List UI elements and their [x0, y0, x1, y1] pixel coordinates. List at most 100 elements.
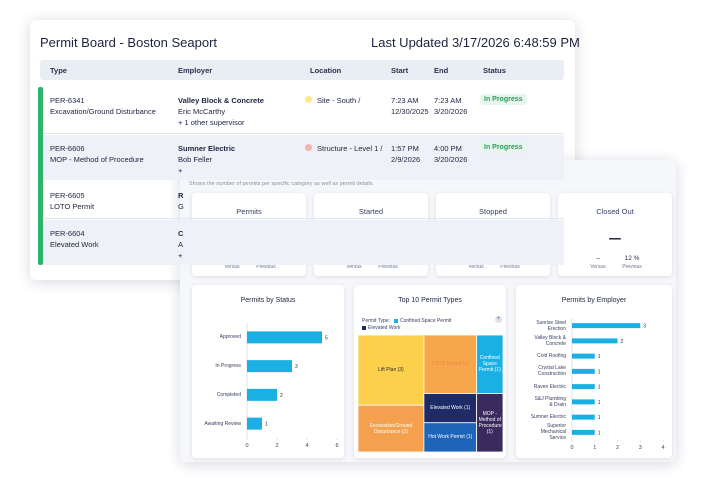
chart-title: Permits by Employer: [561, 297, 627, 304]
kpi-previous-label: Previous: [256, 264, 276, 270]
column-header: Employer: [178, 66, 213, 75]
start-date: 12/30/2025: [391, 107, 429, 116]
board-title: Permit Board - Boston Seaport: [40, 35, 218, 50]
tile-label: Confined Space Permit (1): [478, 355, 501, 374]
bar: [572, 414, 595, 420]
employer: Sumner Electric: [178, 144, 236, 153]
chart-title: Permits by Status: [240, 297, 296, 304]
value-label: 1: [598, 369, 601, 375]
tile-label: Hot Work Permit (1): [428, 434, 473, 441]
bar: [247, 360, 292, 373]
end-time: 7:23 AM: [434, 96, 462, 105]
kpi-change-label: Versus: [590, 264, 606, 270]
y-tick-label: Sunrise Steel Erection: [536, 319, 566, 332]
legend-swatch: [394, 319, 398, 323]
type: Elevated Work: [50, 240, 99, 249]
type: Excavation/Ground Disturbance: [50, 107, 156, 116]
employer: R: [178, 191, 184, 200]
column-header: Status: [483, 66, 506, 75]
tile-label: Lift Plan (3): [378, 367, 404, 374]
x-tick-label: 1: [593, 445, 596, 451]
column-header: End: [434, 66, 449, 75]
legend-entry[interactable]: Elevated Work: [368, 325, 401, 331]
kpi-change-label: Versus: [224, 264, 240, 270]
kpi-label: Started: [358, 207, 384, 216]
treemap-tile: [357, 334, 425, 406]
treemap-tile: [423, 422, 478, 453]
kpi-previous-label: Previous: [378, 264, 398, 270]
y-tick-label: Awaiting Review: [204, 420, 241, 427]
row-background: [43, 220, 564, 265]
bar: [572, 368, 595, 374]
extra: +: [178, 251, 183, 260]
type: LOTO Permit: [50, 202, 95, 211]
employer: Valley Block & Concrete: [178, 96, 264, 105]
legend-title: Permit Type:: [362, 318, 390, 324]
start-time: 7:23 AM: [391, 96, 419, 105]
value-label: 1: [598, 415, 601, 421]
value-label: 3: [295, 364, 298, 370]
kpi-change-label: Versus: [346, 264, 362, 270]
chart-card: Top 10 Permit Types Permit Type: Confined …: [354, 285, 506, 458]
value-label: 5: [325, 335, 328, 341]
value-label: 1: [598, 354, 601, 360]
bar-chart: 0 2 4 6 5 3 2 1: [245, 323, 339, 449]
x-tick-label: 4: [661, 445, 664, 451]
kpi-previous: 12 %: [624, 255, 640, 262]
status-chip[interactable]: In Progress: [480, 142, 527, 153]
location: Structure - Level 1 /: [317, 144, 383, 153]
kpi-label: Permits: [236, 207, 262, 216]
y-tick-label: Crystal Lake Construction: [537, 365, 566, 378]
kpi-label: Stopped: [479, 207, 507, 216]
kpi-change: –: [596, 255, 600, 262]
bar: [247, 417, 262, 430]
y-tick-label: S&J Plumbing & Drain: [534, 395, 566, 408]
kpi-change-label: Versus: [468, 264, 484, 270]
column-header: Location: [310, 66, 342, 75]
x-tick-label: 6: [335, 443, 338, 449]
legend-entry[interactable]: Confined Space Permit: [400, 318, 452, 324]
bar: [572, 323, 641, 329]
tile-label: Excavation/Ground Disturbance (2): [369, 422, 413, 435]
extra: + 1 other supervisor: [178, 118, 245, 127]
value-label: 3: [643, 324, 646, 330]
bar-chart: 0 1 2 3 4 3 2 1 1 1 1 1 1: [570, 318, 665, 451]
permits-panel: Permits Shows the number of permits per s…: [180, 160, 676, 462]
chart-title: Top 10 Permit Types: [398, 297, 462, 304]
kpi-previous-label: Previous: [622, 264, 642, 270]
id: PER-6341: [50, 96, 85, 105]
bar: [247, 331, 322, 344]
end-time: 4:00 PM: [434, 144, 462, 153]
x-tick-label: 2: [616, 445, 619, 451]
value-label: 1: [265, 422, 268, 428]
id: PER-6606: [50, 144, 85, 153]
row-divider: [43, 218, 564, 219]
y-tick-label: In Progress: [215, 363, 241, 370]
status-chip[interactable]: In Progress: [480, 94, 527, 105]
bar: [572, 353, 595, 359]
value-label: 1: [598, 385, 601, 391]
location-dot: [305, 96, 312, 103]
panel-subtitle: Shows the number of permits per specific…: [189, 181, 374, 187]
y-tick-label: Superior Mechanical Service: [540, 423, 566, 442]
end-date: 3/20/2026: [434, 155, 468, 164]
column-header: Type: [50, 66, 67, 75]
bar: [572, 399, 595, 405]
kpi-value: –: [609, 226, 621, 249]
value-label: 1: [598, 430, 601, 436]
treemap-tile: [476, 393, 504, 453]
legend-more[interactable]: +: [495, 316, 502, 323]
x-tick-label: 0: [245, 443, 248, 449]
id: PER-6605: [50, 191, 85, 200]
tile-label: MOP - Method of Procedure (1): [478, 410, 502, 435]
status-stripe: [38, 87, 43, 265]
chart-card: Permits by Status 0 2 4 6 5 3 2 1 Approved In Prog…: [192, 285, 344, 458]
value-label: 2: [280, 393, 283, 399]
x-tick-label: 0: [570, 445, 573, 451]
supervisor: Eric McCarthy: [178, 107, 226, 116]
chart-card: Permits by Employer 0 1 2 3 4 3 2 1 1 1 1 1 1 Sunrise …: [516, 285, 672, 458]
tile-label: Elevated Work (1): [430, 405, 471, 412]
extra: +: [178, 166, 183, 175]
value-label: 2: [621, 339, 624, 345]
